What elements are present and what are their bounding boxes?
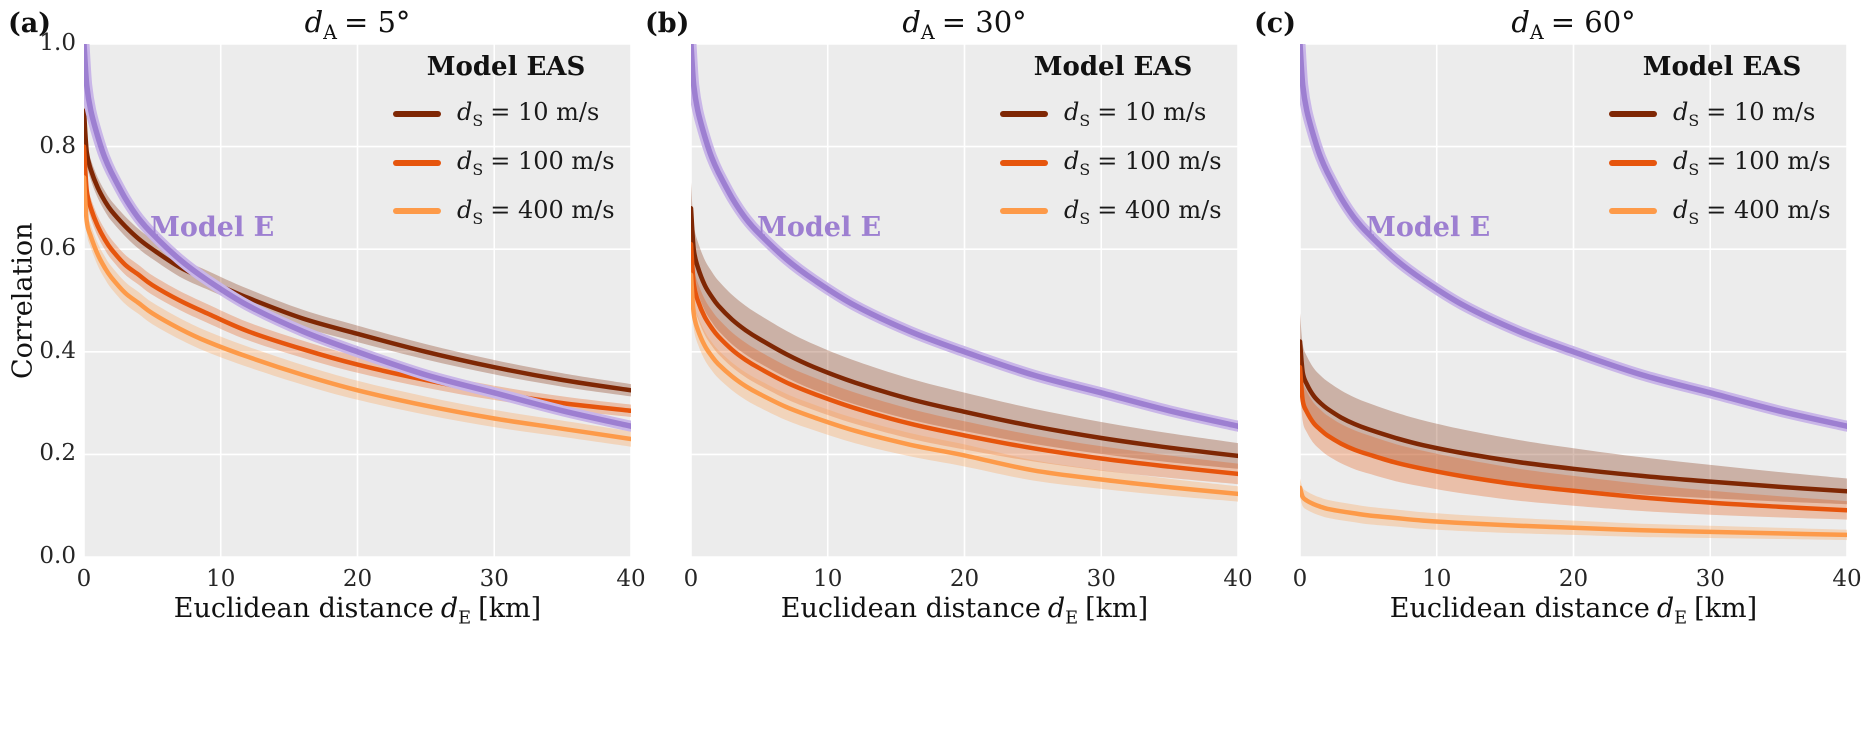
x-tick-label: 10 [813, 566, 843, 592]
panel-title-c: dA = 60° [1300, 5, 1847, 44]
title-value: = 60° [1550, 5, 1636, 39]
x-axis-label: Euclidean distance dE [km] [1389, 593, 1758, 629]
legend-swatch-10ms [393, 110, 441, 117]
legend-item: dS = 400 m/s [992, 195, 1234, 228]
panel-letter-c: (c) [1254, 8, 1296, 39]
title-symbol: d [1511, 5, 1530, 39]
legend-swatch-400ms [393, 208, 441, 215]
legend-swatch-10ms [1609, 110, 1657, 117]
y-tick-label: 0.6 [39, 235, 76, 262]
legend-item: dS = 100 m/s [992, 147, 1234, 179]
panel-letter-b: (b) [645, 8, 690, 39]
legend: Model EAS dS = 10 m/s dS = 100 m/s dS = 400… [992, 52, 1234, 244]
model-e-annotation: Model E [150, 212, 275, 243]
legend-item: dS = 400 m/s [1601, 195, 1843, 228]
legend-item: dS = 10 m/s [1601, 98, 1843, 130]
x-axis-label: Euclidean distance dE [km] [173, 593, 542, 629]
legend-swatch-400ms [1609, 208, 1657, 215]
y-tick-label: 0.0 [39, 543, 76, 569]
legend-item: dS = 100 m/s [385, 147, 627, 179]
plot-area-c [1299, 43, 1848, 558]
title-symbol: d [902, 5, 921, 39]
legend-item: dS = 10 m/s [992, 98, 1234, 130]
y-tick-label: 1.0 [39, 30, 76, 56]
x-tick-label: 30 [1086, 566, 1116, 592]
title-value: = 30° [941, 5, 1027, 39]
x-tick-label: 30 [479, 566, 509, 592]
legend-swatch-100ms [393, 159, 441, 166]
legend-title: Model EAS [426, 52, 586, 82]
title-symbol: d [304, 5, 324, 39]
panel-title-a: dA = 5° [84, 5, 631, 44]
legend-label-400ms: dS = 400 m/s [457, 195, 615, 228]
model-e-annotation: Model E [757, 212, 882, 243]
panel-letter-a: (a) [8, 8, 52, 39]
y-tick-label: 0.8 [39, 132, 76, 159]
plot-region-b: dA = 30° Model EAS dS = 10 m/s dS = 100 m/s… [684, 0, 1253, 743]
x-tick-label: 0 [1292, 566, 1308, 592]
y-axis-label: Correlation [7, 222, 39, 379]
plot-region-a: dA = 5° Model EAS dS = 10 m/s dS = 100 m/s … [39, 0, 645, 743]
legend-swatch-10ms [1000, 110, 1048, 117]
legend-label-400ms: dS = 400 m/s [1064, 195, 1222, 228]
x-tick-label: 10 [206, 566, 236, 592]
legend-label-10ms: dS = 10 m/s [1064, 98, 1207, 130]
x-tick-label: 20 [1558, 566, 1589, 592]
legend-title: Model EAS [1642, 52, 1802, 82]
plot-area-b [690, 43, 1239, 558]
x-tick-label: 10 [1422, 566, 1452, 592]
legend-label-100ms: dS = 100 m/s [457, 146, 615, 179]
legend: Model EAS dS = 10 m/s dS = 100 m/s dS = 400… [385, 52, 627, 244]
legend-label-10ms: dS = 10 m/s [1673, 98, 1816, 130]
legend-item: dS = 100 m/s [1601, 147, 1843, 179]
y-tick-label: 0.4 [39, 337, 76, 364]
legend-item: dS = 400 m/s [385, 195, 627, 228]
legend-label-400ms: dS = 400 m/s [1673, 195, 1831, 228]
legend-title: Model EAS [1033, 52, 1193, 82]
x-tick-label: 40 [1832, 566, 1862, 592]
x-tick-label: 20 [342, 566, 373, 592]
plot-region-c: dA = 60° Model EAS dS = 10 m/s dS = 100 m/s… [1293, 0, 1862, 743]
x-tick-label: 20 [949, 566, 980, 592]
legend: Model EAS dS = 10 m/s dS = 100 m/s dS = 400… [1601, 52, 1843, 244]
x-axis-label: Euclidean distance dE [km] [780, 593, 1149, 629]
legend-swatch-100ms [1000, 159, 1048, 166]
legend-label-10ms: dS = 10 m/s [457, 98, 600, 130]
plot-area-a [83, 43, 632, 558]
title-subscript: A [920, 20, 935, 44]
x-tick-label: 40 [616, 566, 646, 592]
legend-swatch-400ms [1000, 208, 1048, 215]
legend-label-100ms: dS = 100 m/s [1673, 146, 1831, 179]
y-tick-label: 0.2 [39, 440, 76, 467]
x-tick-label: 0 [76, 566, 92, 592]
legend-swatch-100ms [1609, 159, 1657, 166]
panel-c: (c) dA = 60° Model EAS dS = 10 m/s dS = 100… [1254, 0, 1863, 743]
x-tick-label: 0 [683, 566, 699, 592]
title-subscript: A [323, 20, 337, 44]
title-subscript: A [1529, 20, 1544, 44]
legend-label-100ms: dS = 100 m/s [1064, 146, 1222, 179]
title-value: = 5° [343, 5, 411, 39]
panel-title-b: dA = 30° [691, 5, 1238, 44]
legend-item: dS = 10 m/s [385, 98, 627, 130]
panel-b: (b) dA = 30° Model EAS dS = 10 m/s dS = 100… [645, 0, 1254, 743]
model-e-annotation: Model E [1366, 212, 1491, 243]
panel-a: (a) Correlation dA = 5° Model EAS dS = 10 … [0, 0, 646, 743]
x-tick-label: 40 [1223, 566, 1253, 592]
x-tick-label: 30 [1695, 566, 1725, 592]
